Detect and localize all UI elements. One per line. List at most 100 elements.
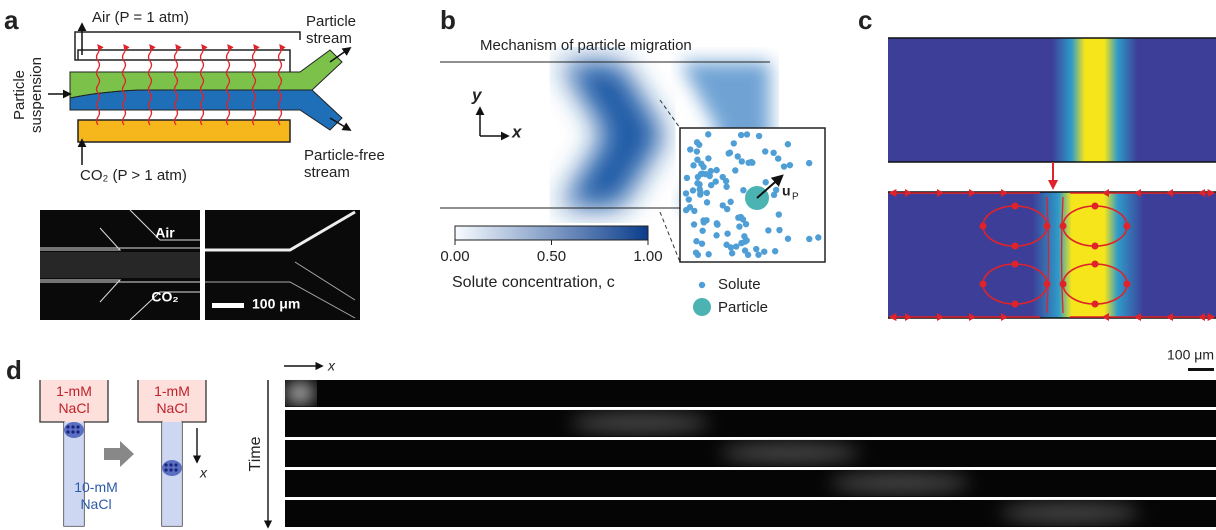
solute (724, 206, 730, 212)
label: Particlesuspension (11, 57, 45, 133)
solute (762, 148, 768, 154)
air-channel (75, 32, 300, 60)
solute (687, 146, 693, 152)
particle (164, 468, 167, 471)
solute (691, 221, 697, 227)
solute (770, 150, 776, 156)
vortex-head (1092, 301, 1099, 308)
solute (775, 155, 781, 161)
label-line: 1-mM (154, 383, 190, 399)
label-line: NaCl (80, 496, 111, 512)
air-channel-wall (78, 50, 290, 72)
colorbar-tick-label: 1.00 (633, 248, 662, 265)
mask (430, 40, 440, 230)
solute (765, 227, 771, 233)
solute (693, 249, 699, 255)
solute (694, 156, 700, 162)
solute (762, 179, 768, 185)
solute (753, 246, 759, 252)
label-line: stream (304, 164, 350, 181)
label-line: Particle (306, 13, 356, 30)
solute (756, 133, 762, 139)
solute (690, 162, 696, 168)
label: CO₂ (151, 289, 178, 305)
particle (71, 425, 74, 428)
label: 1-mMNaCl (56, 383, 92, 416)
solute (696, 142, 702, 148)
label: u (782, 183, 791, 199)
solute (772, 248, 778, 254)
solute (740, 216, 746, 222)
label: y (471, 85, 483, 104)
particle-band (1000, 502, 1140, 524)
solute (815, 234, 821, 240)
field-after (888, 192, 1216, 318)
label-line: Particle-free (304, 147, 385, 164)
vortex-head (1092, 243, 1099, 250)
solute (733, 243, 739, 249)
particle-band (570, 412, 710, 434)
kymograph-strip (285, 410, 1216, 437)
solute (683, 190, 689, 196)
solute (736, 223, 742, 229)
particle-band (720, 442, 860, 464)
particle (66, 425, 69, 428)
particle (76, 430, 79, 433)
legend-particle (693, 298, 711, 316)
solute (727, 199, 733, 205)
particle (169, 463, 172, 466)
solute (732, 167, 738, 173)
solute (723, 178, 729, 184)
solute (700, 217, 706, 223)
label: Time (247, 436, 264, 471)
label-line: NaCl (156, 400, 187, 416)
solute (712, 178, 718, 184)
solute (723, 242, 729, 248)
label: Particlestream (306, 13, 356, 47)
solute (806, 236, 812, 242)
solute (699, 228, 705, 234)
particle (169, 468, 172, 471)
scale-bar-label: 100 μm (1167, 347, 1214, 363)
title: Mechanism of particle migration (480, 37, 692, 54)
vortex-head (1124, 223, 1131, 230)
solute (776, 211, 782, 217)
solute (686, 196, 692, 202)
scale-bar-label: 100 μm (252, 296, 300, 312)
particle (76, 425, 79, 428)
legend-label: Particle (718, 299, 768, 316)
panel-label: c (858, 5, 872, 35)
vortex-head (1012, 261, 1019, 268)
solute (731, 140, 737, 146)
solute (705, 131, 711, 137)
vortex-head (1124, 281, 1131, 288)
label-line: 1-mM (56, 383, 92, 399)
solute (735, 153, 741, 159)
vortex-head (1012, 243, 1019, 250)
solute (691, 208, 697, 214)
particle (174, 463, 177, 466)
panel-label: b (440, 5, 456, 35)
solute (781, 163, 787, 169)
solute (773, 187, 779, 193)
solute (693, 238, 699, 244)
solute (776, 227, 782, 233)
solute (739, 158, 745, 164)
vortex-head (1044, 281, 1051, 288)
field-before (888, 38, 1216, 162)
vortex-head (1092, 261, 1099, 268)
colorbar-tick-label: 0.00 (440, 248, 469, 265)
solute (744, 131, 750, 137)
label: x (199, 465, 208, 481)
vortex-head (980, 223, 987, 230)
solute (738, 132, 744, 138)
label-line: suspension (28, 57, 45, 133)
vortex-head (1044, 223, 1051, 230)
label: x (511, 122, 523, 141)
solute (700, 164, 706, 170)
solute (724, 230, 730, 236)
solute (697, 186, 703, 192)
particle-plug (64, 422, 84, 438)
